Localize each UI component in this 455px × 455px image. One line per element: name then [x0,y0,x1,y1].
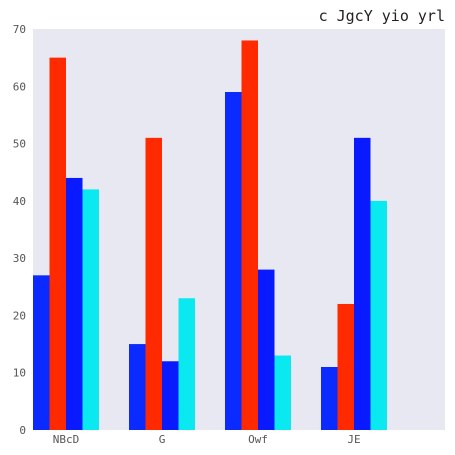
x-tick-label: NBcD [53,433,80,446]
bar-Owf-series-2 [241,40,258,431]
bar-NBcD-series-3 [66,177,83,430]
bar-NBcD-series-2 [49,57,66,430]
bar-JE-series-4 [370,200,387,430]
bar-JE-series-3 [354,137,371,430]
y-tick-label: 50 [13,138,26,151]
bar-G-series-3 [162,361,179,430]
y-tick-label: 0 [19,424,26,437]
bar-G-series-2 [145,137,162,430]
y-tick-label: 60 [13,80,26,93]
bar-Owf-series-4 [274,355,291,430]
bar-JE-series-1 [321,366,338,430]
bar-JE-series-2 [337,303,354,430]
y-tick-label: 70 [13,23,26,36]
y-axis-ticks: 0 10 20 30 40 50 60 70 [13,23,26,437]
y-tick-label: 10 [13,367,26,380]
bar-NBcD-series-4 [82,189,99,430]
bars-layer [33,40,387,431]
y-tick-label: 30 [13,252,26,265]
x-tick-label: Owf [248,433,268,446]
bar-NBcD-series-1 [33,275,50,430]
chart-title: c JgcY yio yrl [319,7,445,25]
y-tick-label: 40 [13,195,26,208]
y-tick-label: 20 [13,309,26,322]
bar-Owf-series-1 [225,92,242,430]
x-axis-ticks: NBcD G Owf JE [53,433,361,446]
bar-Owf-series-3 [258,269,275,430]
x-tick-label: G [159,433,166,446]
bar-G-series-4 [178,298,195,430]
bar-G-series-1 [129,344,146,430]
x-tick-label: JE [347,433,360,446]
